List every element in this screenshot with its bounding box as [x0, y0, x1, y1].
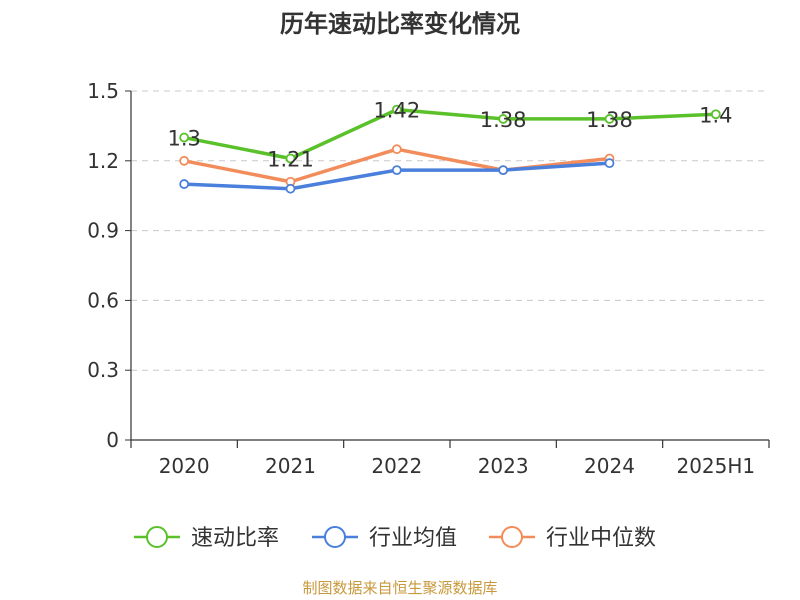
x-tick-label: 2023: [478, 454, 529, 478]
y-tick-label: 0.9: [87, 219, 119, 243]
y-tick-label: 0: [106, 428, 119, 452]
legend-label: 行业均值: [369, 526, 457, 551]
legend-label: 速动比率: [191, 526, 279, 551]
data-label: 1.3: [167, 127, 200, 151]
y-tick-label: 1.2: [87, 149, 119, 173]
x-tick-label: 2024: [584, 454, 635, 478]
data-point: [179, 155, 190, 166]
y-tick-label: 1.5: [87, 79, 119, 103]
series-line: [182, 107, 718, 161]
data-point: [391, 104, 402, 115]
data-point: [391, 144, 402, 155]
legend-label: 行业中位数: [546, 526, 656, 551]
x-tick-label: 2025H1: [676, 454, 755, 478]
data-point: [710, 109, 721, 120]
data-point: [604, 158, 615, 169]
data-point: [179, 132, 190, 143]
data-point: [391, 165, 402, 176]
x-tick-label: 2022: [371, 454, 422, 478]
x-tick-label: 2021: [265, 454, 316, 478]
data-label: 1.38: [480, 108, 527, 132]
data-point: [498, 114, 509, 124]
data-point: [498, 165, 509, 176]
source-footer: 制图数据来自恒生聚源数据库: [302, 579, 498, 597]
legend-marker: [146, 526, 168, 548]
y-tick-label: 0.6: [87, 288, 119, 312]
chart-title: 历年速动比率变化情况: [280, 10, 520, 38]
data-label: 1.21: [267, 147, 314, 171]
data-point: [285, 183, 296, 194]
data-label: 1.4: [699, 103, 732, 127]
y-tick-label: 0.3: [87, 358, 119, 382]
legend-marker: [324, 526, 346, 548]
legend-marker: [501, 526, 523, 548]
data-point: [285, 153, 296, 164]
data-point: [604, 114, 615, 124]
data-label: 1.38: [586, 108, 633, 132]
data-point: [179, 179, 190, 189]
data-label: 1.42: [373, 99, 420, 123]
x-tick-label: 2020: [159, 454, 210, 478]
